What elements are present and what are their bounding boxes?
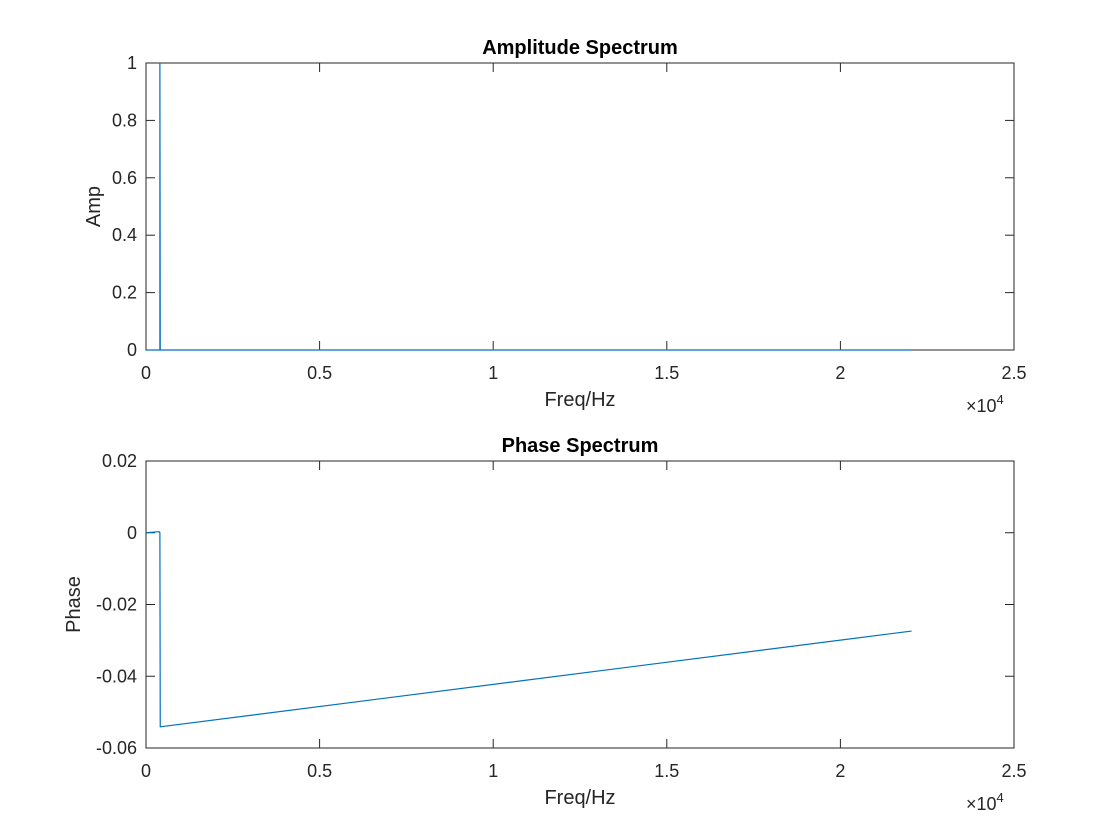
- amplitude-ylabel: Amp: [83, 186, 105, 227]
- amplitude-ytick-label: 0.2: [112, 283, 137, 303]
- phase-xtick-label: 1.5: [654, 761, 679, 781]
- amplitude-xtick-label: 1: [488, 363, 498, 383]
- phase-xtick-label: 0.5: [307, 761, 332, 781]
- amplitude-x-exponent: ×104: [966, 392, 1004, 416]
- phase-xtick-label: 0: [141, 761, 151, 781]
- phase-ytick-label: -0.06: [96, 738, 137, 758]
- amplitude-xtick-label: 2.5: [1001, 363, 1026, 383]
- amplitude-ytick-label: 0.4: [112, 225, 137, 245]
- amplitude-chart: 0 0.5 1 1.5 2 2.5 0 0.2 0.4 0.6 0.8 1 Amplitude Spec…: [83, 37, 1027, 416]
- amplitude-xtick-label: 0.5: [307, 363, 332, 383]
- amplitude-xtick-label: 1.5: [654, 363, 679, 383]
- amplitude-axes-box: [145, 62, 1015, 351]
- phase-ylabel: Phase: [63, 576, 85, 633]
- phase-xtick-label: 2.5: [1001, 761, 1026, 781]
- phase-x-exponent: ×104: [966, 790, 1004, 814]
- phase-axes-box: [145, 460, 1015, 749]
- phase-xtick-label: 1: [488, 761, 498, 781]
- phase-ytick-label: 0.02: [102, 451, 137, 471]
- amplitude-ytick-label: 0.8: [112, 110, 137, 130]
- phase-series-line: [145, 531, 912, 728]
- phase-title: Phase Spectrum: [502, 435, 659, 457]
- amplitude-ytick-label: 0.6: [112, 168, 137, 188]
- phase-xlabel: Freq/Hz: [544, 787, 615, 809]
- phase-xtick-label: 2: [835, 761, 845, 781]
- phase-ytick-label: -0.04: [96, 666, 137, 686]
- amplitude-xtick-label: 2: [835, 363, 845, 383]
- phase-ytick-label: 0: [127, 523, 137, 543]
- amplitude-title: Amplitude Spectrum: [482, 37, 678, 59]
- amplitude-series-line: [146, 62, 912, 351]
- amplitude-ytick-label: 1: [127, 53, 137, 73]
- amplitude-xlabel: Freq/Hz: [544, 389, 615, 411]
- amplitude-xtick-label: 0: [141, 363, 151, 383]
- phase-ytick-label: -0.02: [96, 595, 137, 615]
- amplitude-ytick-label: 0: [127, 340, 137, 360]
- phase-chart: 0 0.5 1 1.5 2 2.5 -0.06 -0.04 -0.02 0 0.02 Phase Sp…: [63, 435, 1027, 814]
